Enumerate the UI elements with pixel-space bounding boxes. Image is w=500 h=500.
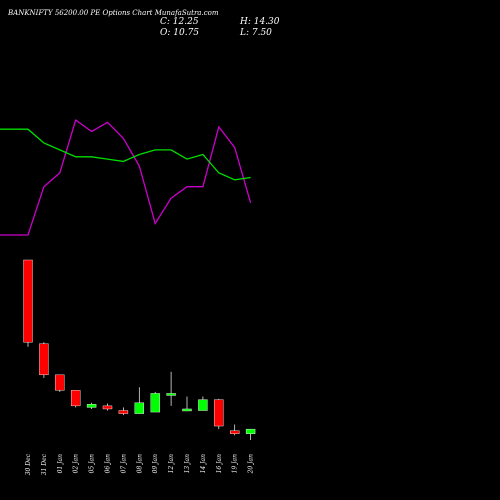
indicator-lines (0, 118, 252, 236)
x-tick-label: 05 Jan (89, 454, 96, 474)
candle-body (86, 404, 97, 408)
open-value: O: 10.75 (160, 28, 200, 38)
candle-19-jan (229, 424, 240, 436)
candle-05-jan (86, 402, 97, 409)
candle-body (198, 399, 208, 411)
candle-body (166, 393, 176, 396)
candle-body (23, 259, 33, 343)
close-value: C: 12.25 (160, 17, 199, 27)
x-tick-label: 13 Jan (184, 454, 191, 474)
x-tick-label: 02 Jan (73, 454, 80, 474)
x-tick-label: 30 Dec (25, 453, 32, 475)
low-value: L: 7.50 (240, 28, 272, 38)
x-tick-label: 12 Jan (168, 454, 175, 474)
candle-08-jan (134, 387, 145, 414)
candle-body (55, 374, 65, 391)
x-tick-label: 19 Jan (232, 454, 239, 474)
x-tick-label: 20 Jan (248, 454, 255, 475)
candle-body (118, 410, 129, 414)
candle-20-jan (245, 428, 256, 440)
x-tick-label: 06 Jan (105, 454, 112, 474)
x-axis-tick-labels: 30 Dec 31 Dec 01 Jan 02 Jan 05 Jan 06 Jan 07 J… (25, 453, 255, 475)
candle-30-dec (23, 259, 33, 347)
candle-07-jan (118, 407, 129, 416)
chart-title: BANKNIFTY 56200.00 PE Options Chart Muna… (8, 9, 219, 17)
candle-16-jan (214, 398, 224, 430)
candle-body (39, 343, 49, 376)
high-value: H: 14.30 (240, 17, 280, 27)
candle-02-jan (70, 390, 81, 408)
candle-body (182, 408, 192, 412)
candle-body (229, 430, 240, 434)
candle-06-jan (102, 403, 113, 411)
candle-body (102, 405, 113, 410)
candle-14-jan (198, 396, 208, 411)
candles (23, 259, 256, 440)
candle-body (214, 399, 224, 427)
x-tick-label: 01 Jan (57, 454, 64, 474)
x-tick-label: 16 Jan (216, 454, 223, 474)
green-indicator-line (0, 128, 251, 181)
candle-13-jan (182, 396, 192, 412)
x-tick-label: 08 Jan (136, 454, 143, 474)
candle-09-jan (150, 391, 160, 413)
candle-01-jan (55, 374, 65, 392)
candle-31-dec (39, 342, 49, 378)
candle-body (134, 402, 145, 414)
candle-body (150, 393, 160, 413)
x-tick-label: 31 Dec (41, 453, 48, 475)
candle-body (70, 390, 81, 407)
x-tick-label: 07 Jan (120, 454, 127, 474)
purple-indicator-line (0, 118, 252, 236)
candle-12-jan (166, 371, 176, 406)
x-tick-label: 14 Jan (200, 454, 207, 474)
x-tick-label: 09 Jan (152, 454, 159, 474)
candle-body (245, 428, 256, 434)
